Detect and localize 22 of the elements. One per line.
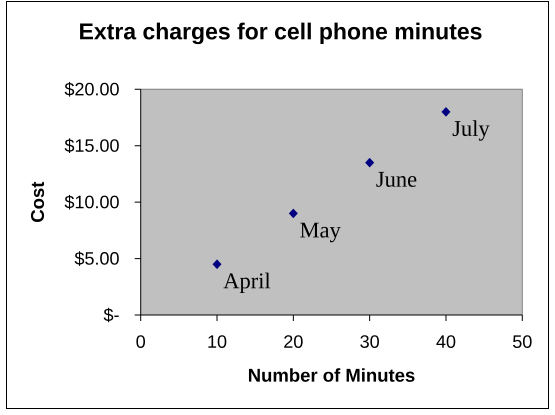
x-axis-title: Number of Minutes [248, 368, 414, 382]
y-axis-title: Cost [30, 182, 44, 222]
x-tick-label: 20 [284, 335, 303, 348]
y-tick-label: $20.00 [64, 82, 119, 97]
x-tick-label: 30 [360, 335, 379, 348]
annotation: April [223, 272, 270, 294]
x-tick-label: 50 [513, 335, 532, 348]
x-tick-label: 0 [136, 335, 146, 348]
x-tick-label: 40 [436, 335, 456, 348]
y-tick-label: $10.00 [64, 194, 119, 210]
point [288, 208, 298, 218]
point [365, 158, 374, 168]
chart-title: Extra charges for cell phone minutes [80, 22, 482, 44]
x-tick-label: 10 [208, 335, 226, 348]
y-tick-label: $15.00 [64, 138, 119, 154]
point [441, 107, 450, 117]
annotation: July [452, 120, 490, 141]
point [212, 259, 222, 270]
y-tick-label: $5.00 [74, 251, 119, 266]
annotation: June [376, 172, 416, 187]
y-tick-label: $- [104, 308, 119, 322]
annotation: May [300, 222, 341, 242]
